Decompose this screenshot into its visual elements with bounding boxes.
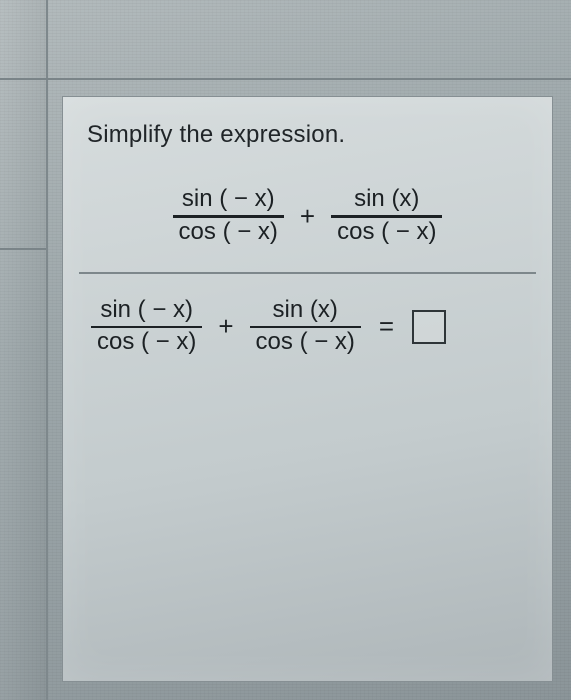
denominator: cos ( − x) (173, 218, 284, 248)
equals-sign: = (375, 311, 398, 342)
denominator: cos ( − x) (250, 328, 361, 358)
numerator: sin ( − x) (176, 185, 281, 215)
question-panel: Simplify the expression. sin ( − x) cos … (62, 96, 553, 682)
prompt-text: Simplify the expression. (87, 121, 528, 149)
left-gutter (0, 0, 48, 700)
top-separator (0, 78, 571, 80)
plus-operator: + (298, 201, 317, 232)
expression-row-1: sin ( − x) cos ( − x) + sin (x) cos ( − … (83, 169, 532, 266)
numerator: sin (x) (267, 296, 344, 326)
denominator: cos ( − x) (91, 328, 202, 358)
row-divider (79, 272, 536, 274)
expression-row-2: sin ( − x) cos ( − x) + sin (x) cos ( − … (83, 280, 532, 377)
numerator: sin (x) (348, 185, 425, 215)
numerator: sin ( − x) (94, 296, 199, 326)
fraction-2: sin (x) cos ( − x) (250, 296, 361, 359)
answer-input-box[interactable] (412, 310, 446, 344)
fraction-2: sin (x) cos ( − x) (331, 185, 442, 248)
fraction-1: sin ( − x) cos ( − x) (173, 185, 284, 248)
fraction-1: sin ( − x) cos ( − x) (91, 296, 202, 359)
denominator: cos ( − x) (331, 218, 442, 248)
plus-operator: + (216, 311, 235, 342)
